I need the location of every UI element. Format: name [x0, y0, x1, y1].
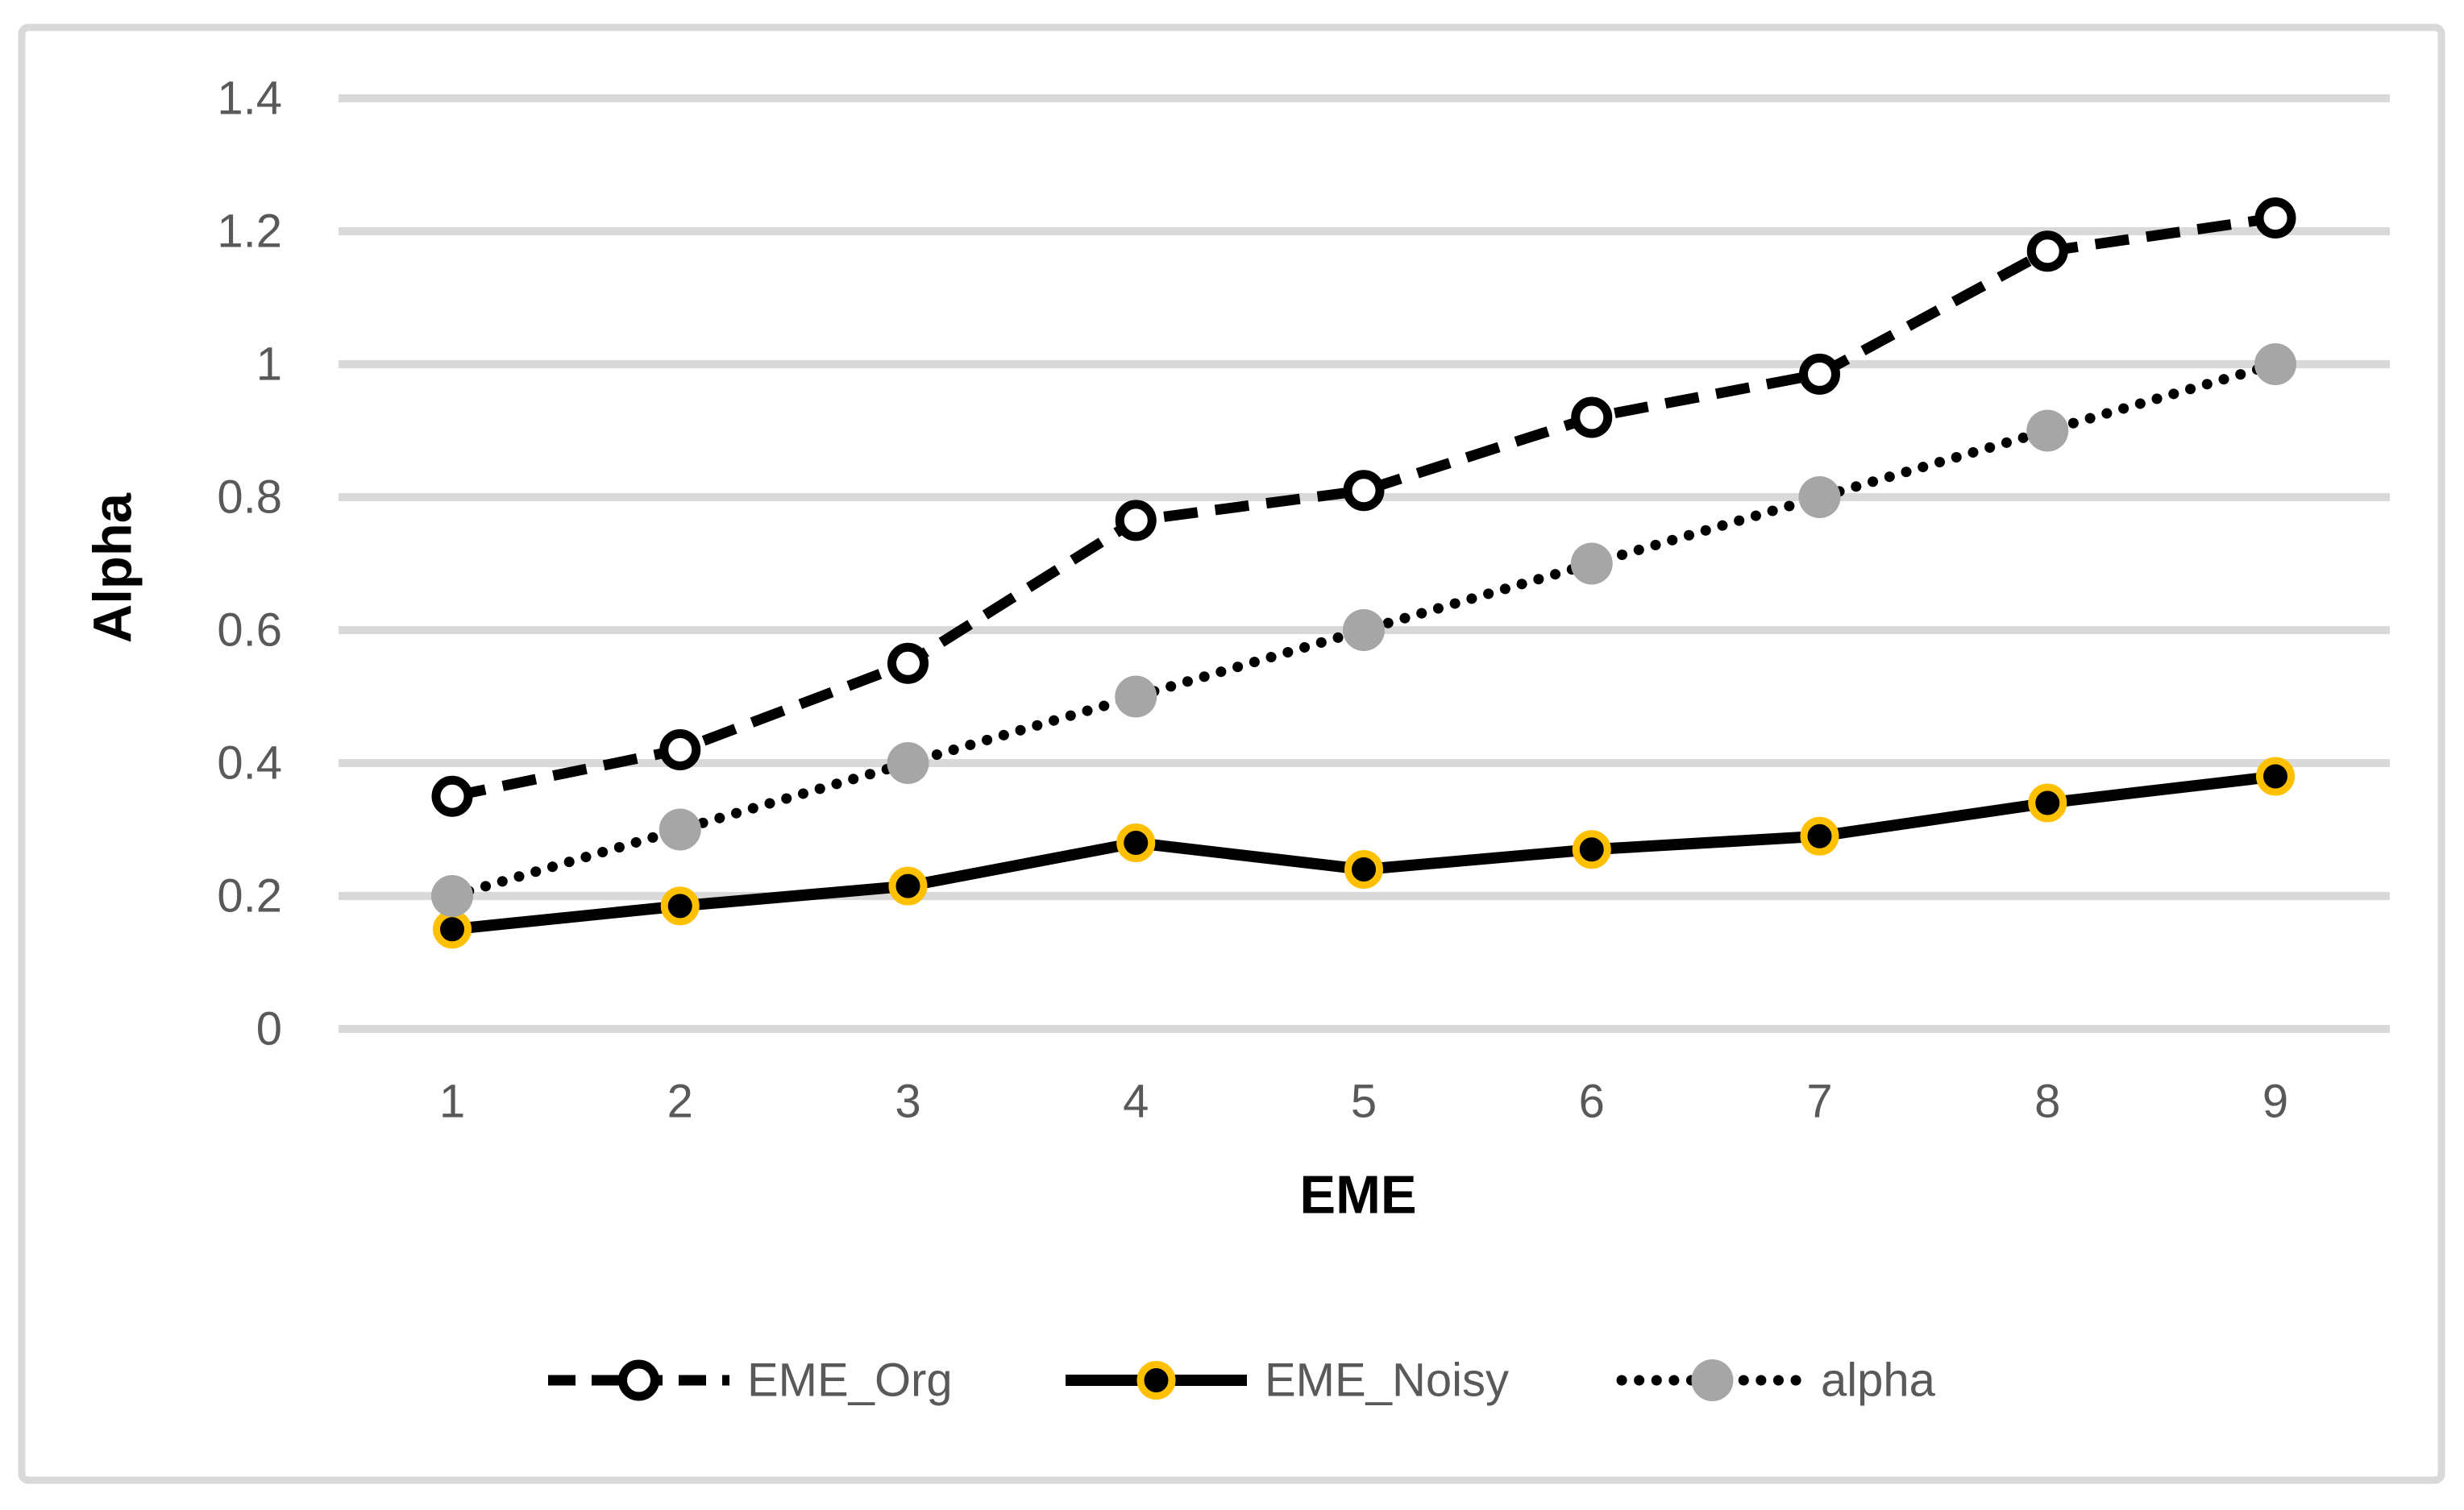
data-point-marker-EME_Noisy: [1344, 850, 1383, 889]
x-tick-label: 5: [1351, 1076, 1377, 1128]
legend-label: alpha: [1821, 1354, 1936, 1407]
data-point-marker-EME_Noisy: [1800, 816, 1839, 856]
axis-tick-labels: 0 0.2 0.4 0.6 0.8 1 1.2 1.4 1 2 3 4 5 6 7 8 9: [217, 73, 2288, 1128]
data-point-marker-EME_Noisy: [2028, 783, 2067, 823]
data-point-marker-EME_Org: [659, 729, 701, 770]
data-point-marker-alpha: [2254, 343, 2296, 385]
y-tick-label: 0.4: [217, 737, 282, 790]
legend-marker: [618, 1359, 659, 1401]
x-tick-label: 6: [1579, 1076, 1605, 1128]
data-point-marker-EME_Noisy: [1116, 823, 1156, 862]
data-point-marker-alpha: [659, 808, 701, 851]
legend-marker: [1136, 1361, 1176, 1400]
chart-border: [18, 23, 2445, 1484]
y-tick-label: 1.2: [217, 205, 282, 258]
legend-label: EME_Noisy: [1265, 1354, 1509, 1407]
data-series: [431, 197, 2296, 949]
data-point-marker-alpha: [1798, 476, 1841, 518]
data-point-marker-EME_Org: [1799, 353, 1840, 395]
data-point-marker-EME_Noisy: [1572, 830, 1611, 869]
x-tick-label: 9: [2262, 1076, 2288, 1128]
data-point-marker-alpha: [1570, 542, 1613, 585]
legend-marker: [1691, 1359, 1734, 1401]
y-tick-label: 0: [256, 1003, 282, 1056]
data-point-marker-EME_Org: [1115, 500, 1157, 541]
data-point-marker-EME_Org: [2026, 230, 2068, 272]
y-tick-label: 0.6: [217, 604, 282, 657]
legend: EME_Org EME_Noisy alpha: [548, 1354, 1936, 1407]
data-point-marker-EME_Noisy: [888, 866, 928, 906]
x-tick-label: 7: [1806, 1076, 1832, 1128]
legend-item-alpha: alpha: [1616, 1354, 1936, 1407]
data-point-marker-EME_Org: [887, 642, 929, 684]
x-tick-label: 1: [439, 1076, 465, 1128]
data-point-marker-alpha: [431, 875, 473, 917]
chart-frame: [18, 23, 2445, 1484]
data-point-marker-EME_Org: [1571, 396, 1613, 438]
data-point-marker-EME_Noisy: [2256, 757, 2295, 796]
data-point-marker-EME_Org: [2254, 197, 2296, 239]
data-point-marker-EME_Org: [1343, 470, 1385, 512]
x-tick-label: 3: [895, 1076, 920, 1128]
series-line-EME_Org: [451, 213, 2276, 802]
y-tick-label: 0.8: [217, 471, 282, 524]
data-point-marker-alpha: [1115, 675, 1157, 718]
x-tick-label: 8: [2034, 1076, 2060, 1128]
data-point-marker-EME_Noisy: [433, 910, 472, 949]
data-point-marker-alpha: [887, 742, 929, 784]
x-tick-label: 4: [1123, 1076, 1149, 1128]
legend-label: EME_Org: [747, 1354, 953, 1407]
y-tick-label: 1.4: [217, 73, 282, 125]
x-tick-label: 2: [667, 1076, 693, 1128]
legend-item-EME_Noisy: EME_Noisy: [1066, 1354, 1509, 1407]
x-axis-title: EME: [1299, 1165, 1416, 1226]
legend-item-EME_Org: EME_Org: [548, 1354, 953, 1407]
data-point-marker-alpha: [2026, 409, 2069, 452]
data-point-marker-EME_Noisy: [660, 886, 700, 926]
series-line-alpha: [447, 359, 2281, 902]
y-tick-label: 1: [256, 338, 282, 391]
y-axis-title: Alpha: [83, 492, 143, 643]
data-point-marker-EME_Org: [431, 775, 473, 817]
data-point-marker-alpha: [1343, 609, 1385, 651]
y-tick-label: 0.2: [217, 870, 282, 923]
